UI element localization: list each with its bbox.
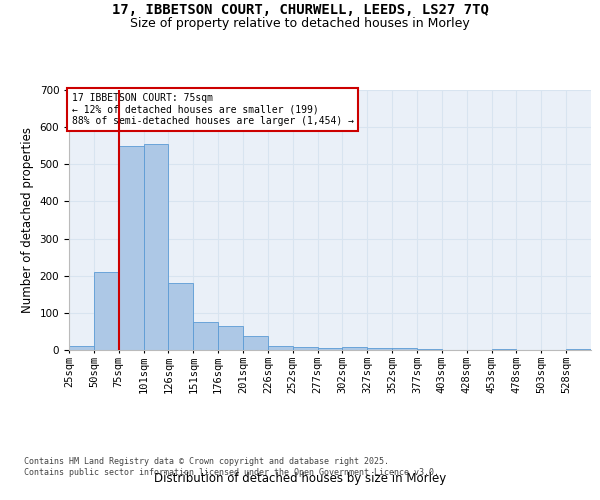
Bar	[417, 349, 442, 350]
Text: Distribution of detached houses by size in Morley: Distribution of detached houses by size …	[154, 472, 446, 485]
Bar	[243, 336, 268, 350]
Bar	[566, 349, 591, 350]
Text: Size of property relative to detached houses in Morley: Size of property relative to detached ho…	[130, 18, 470, 30]
Bar	[367, 348, 392, 350]
Bar	[143, 144, 169, 350]
Text: Contains HM Land Registry data © Crown copyright and database right 2025.
Contai: Contains HM Land Registry data © Crown c…	[24, 458, 439, 477]
Bar	[119, 146, 143, 350]
Text: 17, IBBETSON COURT, CHURWELL, LEEDS, LS27 7TQ: 17, IBBETSON COURT, CHURWELL, LEEDS, LS2…	[112, 2, 488, 16]
Bar	[392, 348, 417, 350]
Bar	[218, 326, 243, 350]
Bar	[268, 346, 293, 350]
Bar	[169, 283, 193, 350]
Bar	[293, 347, 317, 350]
Bar	[491, 349, 517, 350]
Bar	[343, 347, 367, 350]
Y-axis label: Number of detached properties: Number of detached properties	[21, 127, 34, 313]
Bar	[193, 322, 218, 350]
Text: 17 IBBETSON COURT: 75sqm
← 12% of detached houses are smaller (199)
88% of semi-: 17 IBBETSON COURT: 75sqm ← 12% of detach…	[71, 92, 353, 126]
Bar	[69, 346, 94, 350]
Bar	[317, 348, 343, 350]
Bar	[94, 272, 119, 350]
